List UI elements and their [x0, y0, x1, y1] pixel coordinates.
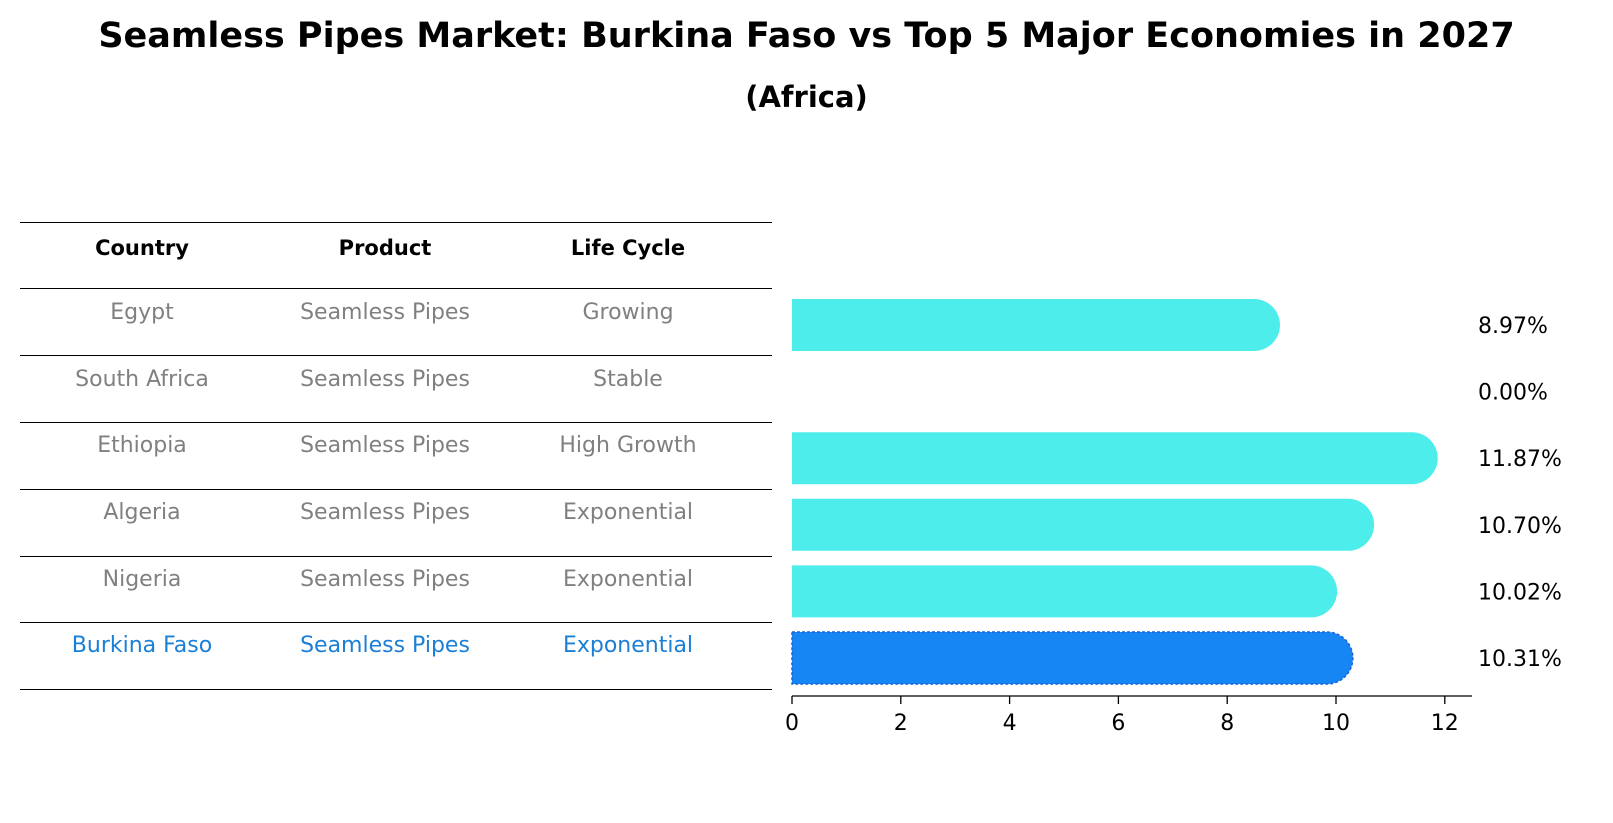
x-tick-label: 2	[894, 711, 908, 736]
row-life-cycle-highlight: Exponential	[562, 633, 694, 658]
row-country: Egypt	[110, 300, 174, 325]
table-rule	[20, 689, 772, 690]
bar-nigeria	[792, 565, 1338, 618]
header-country: Country	[95, 236, 189, 260]
value-label: 0.00%	[1478, 381, 1548, 406]
row-product: Seamless Pipes	[300, 433, 470, 458]
value-label: 11.87%	[1478, 447, 1562, 472]
x-tick-label: 4	[1003, 711, 1017, 736]
x-tick-label: 6	[1111, 711, 1125, 736]
row-country: South Africa	[75, 367, 209, 392]
table-rule	[20, 556, 772, 557]
bar-algeria	[792, 498, 1375, 551]
table-rule	[20, 288, 772, 289]
value-label: 10.02%	[1478, 580, 1562, 605]
table-rule	[20, 422, 772, 423]
row-product: Seamless Pipes	[300, 300, 470, 325]
value-label: 8.97%	[1478, 314, 1548, 339]
row-product-highlight: Seamless Pipes	[300, 633, 470, 658]
row-product: Seamless Pipes	[300, 567, 470, 592]
row-life-cycle: Exponential	[562, 500, 694, 525]
value-label: 10.70%	[1478, 514, 1562, 539]
row-life-cycle: Growing	[582, 300, 674, 325]
bar-burkina-faso	[791, 631, 1354, 685]
bar-ethiopia	[792, 432, 1438, 485]
row-life-cycle: High Growth	[559, 433, 697, 458]
row-country: Ethiopia	[97, 433, 187, 458]
row-country: Algeria	[103, 500, 181, 525]
row-product: Seamless Pipes	[300, 367, 470, 392]
header-life-cycle: Life Cycle	[570, 236, 686, 260]
table-rule	[20, 222, 772, 223]
x-tick-label: 10	[1322, 711, 1350, 736]
table-rule	[20, 622, 772, 623]
row-country-highlight: Burkina Faso	[71, 633, 213, 658]
table-rule	[20, 489, 772, 490]
row-life-cycle: Exponential	[562, 567, 694, 592]
header-product: Product	[338, 236, 432, 260]
bar-egypt	[792, 299, 1280, 351]
chart-title: Seamless Pipes Market: Burkina Faso vs T…	[98, 16, 1515, 56]
row-life-cycle: Stable	[593, 367, 663, 392]
x-tick-label: 0	[785, 711, 799, 736]
row-product: Seamless Pipes	[300, 500, 470, 525]
table-rule	[20, 355, 772, 356]
row-country: Nigeria	[102, 567, 182, 592]
x-tick-label: 8	[1220, 711, 1234, 736]
x-tick-label: 12	[1431, 711, 1459, 736]
value-label: 10.31%	[1478, 647, 1562, 672]
chart-subtitle: (Africa)	[745, 80, 868, 114]
